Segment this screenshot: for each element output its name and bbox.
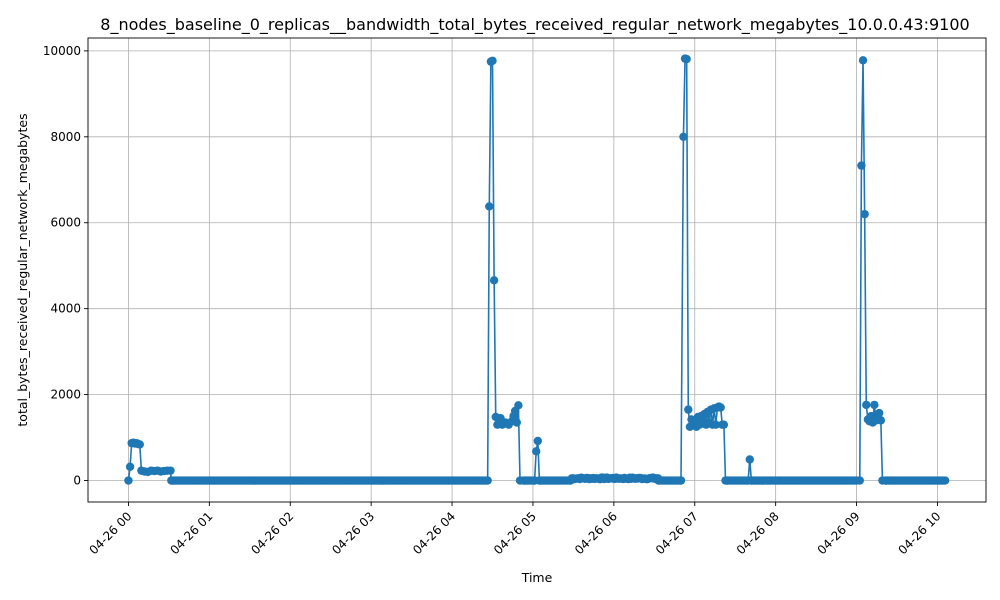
data-point xyxy=(940,476,950,485)
x-tick-label: 04-26 04 xyxy=(410,509,458,557)
x-tick-label: 04-26 08 xyxy=(734,509,782,557)
data-point xyxy=(858,56,868,65)
y-axis-label: total_bytes_received_regular_network_meg… xyxy=(15,113,30,426)
data-point xyxy=(862,400,871,410)
y-tick-label: 0 xyxy=(73,474,81,488)
series-line xyxy=(127,57,946,482)
data-point xyxy=(533,436,543,446)
data-series xyxy=(124,54,950,485)
data-point xyxy=(711,420,720,429)
data-point xyxy=(679,132,688,142)
x-tick-label: 04-26 06 xyxy=(572,509,620,557)
data-point xyxy=(857,161,866,170)
x-tick-label: 04-26 00 xyxy=(87,509,135,557)
data-point xyxy=(745,455,754,464)
y-tick-label: 10000 xyxy=(43,44,81,58)
x-tick-label: 04-26 09 xyxy=(815,509,863,557)
y-tick-label: 8000 xyxy=(50,130,81,144)
data-point xyxy=(483,476,492,485)
data-point xyxy=(125,462,135,471)
x-tick-label: 04-26 02 xyxy=(248,509,296,557)
data-point xyxy=(682,54,691,64)
y-tick-label: 6000 xyxy=(50,216,81,230)
data-point xyxy=(488,56,497,65)
x-tick-label: 04-26 10 xyxy=(896,509,944,557)
data-point xyxy=(870,400,879,410)
y-tick-label: 4000 xyxy=(50,302,81,316)
y-axis: 0 2000 4000 6000 8000 10000 xyxy=(43,44,88,488)
data-point xyxy=(676,476,686,485)
chart-title: 8_nodes_baseline_0_replicas__bandwidth_t… xyxy=(100,15,969,35)
x-tick-label: 04-26 05 xyxy=(491,509,539,557)
data-point xyxy=(716,403,725,412)
data-point xyxy=(485,202,494,211)
data-point xyxy=(855,476,864,485)
x-tick-label: 04-26 07 xyxy=(653,509,701,557)
data-point xyxy=(124,476,133,485)
data-point xyxy=(489,276,499,285)
data-point xyxy=(875,408,884,418)
data-point xyxy=(531,447,541,456)
x-axis: 04-26 00 04-26 01 04-26 02 04-26 03 04-26 04… xyxy=(87,502,944,557)
data-point xyxy=(684,405,693,414)
data-point xyxy=(514,401,523,410)
data-point xyxy=(166,466,175,475)
x-axis-label: Time xyxy=(521,570,553,585)
data-point xyxy=(876,416,886,425)
data-point xyxy=(860,209,869,219)
y-tick-label: 2000 xyxy=(50,388,81,402)
data-point xyxy=(512,418,521,427)
data-point xyxy=(135,440,144,449)
grid xyxy=(88,38,986,502)
plot-frame xyxy=(87,37,987,503)
x-tick-label: 04-26 01 xyxy=(167,509,215,557)
data-point xyxy=(719,420,729,429)
x-tick-label: 04-26 03 xyxy=(329,509,377,557)
